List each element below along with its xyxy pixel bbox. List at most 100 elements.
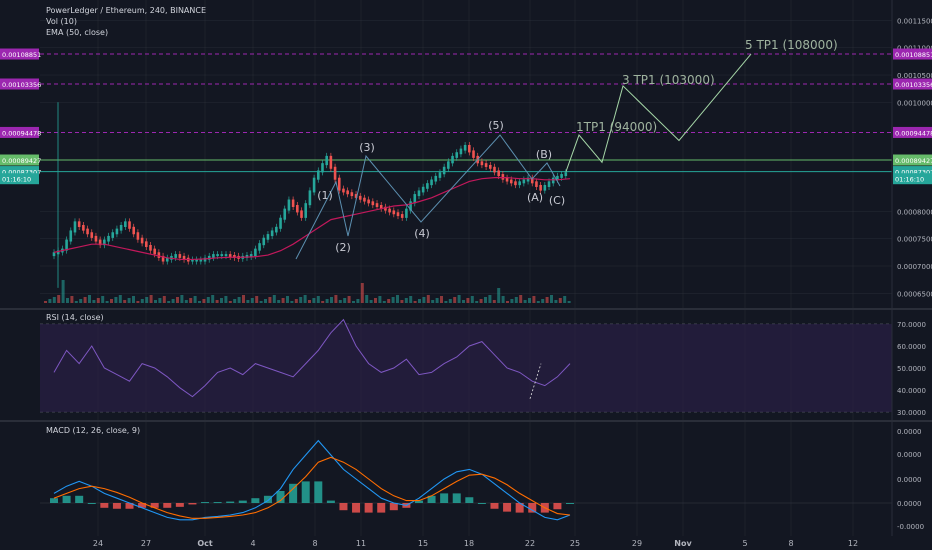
macd-hist-bar — [226, 501, 235, 503]
rsi-legend: RSI (14, close) — [46, 313, 104, 322]
candle-body — [564, 172, 568, 177]
candle-body — [207, 255, 211, 260]
volume-bar — [255, 296, 259, 303]
candle-body — [547, 181, 551, 187]
candle-body — [530, 177, 534, 184]
wave-label: (1) — [317, 189, 333, 202]
volume-bar — [224, 296, 228, 303]
volume-bar — [418, 299, 421, 303]
volume-bar — [545, 297, 549, 303]
candle-body — [279, 217, 282, 229]
time-tick-label: 18 — [464, 539, 474, 548]
macd-hist-bar — [100, 503, 109, 508]
macd-hist-bar — [377, 503, 386, 513]
volume-bar — [523, 300, 527, 303]
candle-body — [560, 174, 563, 178]
macd-hist-bar — [138, 503, 147, 508]
candle-body — [434, 175, 438, 182]
volume-bar — [303, 295, 307, 303]
time-tick-label: 27 — [141, 539, 151, 548]
macd-hist-bar — [490, 503, 499, 509]
wave-label: 3 TP1 (103000) — [622, 73, 715, 87]
time-tick-label: 8 — [788, 539, 793, 548]
candle-body — [421, 186, 425, 193]
candle-body — [296, 204, 299, 213]
candle-body — [522, 179, 526, 184]
signal-line — [53, 456, 571, 519]
candle-body — [144, 241, 148, 247]
candle-body — [103, 239, 106, 246]
candle-body — [346, 190, 349, 195]
candle-body — [191, 259, 194, 262]
volume-bar — [88, 295, 91, 303]
volume-bar — [176, 297, 179, 303]
volume-bar — [198, 301, 201, 303]
candle-body — [132, 226, 136, 235]
time-tick-label: 8 — [312, 539, 317, 548]
candle-body — [430, 179, 433, 186]
macd-tick-label: -0.0000 — [897, 523, 924, 531]
volume-bar — [510, 299, 514, 303]
price-tag-label: 0.00103356 — [2, 81, 41, 89]
price-tag-box — [893, 154, 932, 166]
wave-path — [295, 134, 561, 260]
macd-hist-bar — [87, 503, 96, 504]
volume-bar — [325, 299, 329, 303]
candles — [52, 102, 568, 288]
volume-bar — [145, 297, 149, 303]
macd-series — [40, 439, 892, 521]
volume-bar — [501, 296, 505, 303]
candle-body — [77, 221, 81, 227]
price-tick-label: 0.00075000 — [897, 236, 932, 244]
candle-body — [539, 184, 542, 191]
price-tag-label: 0.00094478 — [2, 129, 41, 137]
time-tick-label: Oct — [197, 539, 213, 548]
candle-body — [107, 235, 110, 242]
volume-bar — [365, 295, 369, 303]
volume-bar — [83, 297, 87, 303]
volume-bar — [400, 300, 404, 303]
volume-bar — [264, 299, 267, 303]
volume-bar — [52, 297, 56, 303]
price-tick-label: 0.00080000 — [897, 208, 932, 216]
candle-body — [455, 152, 459, 158]
volume-bar — [96, 298, 100, 303]
volume-bar — [136, 301, 140, 303]
candle-body — [69, 230, 73, 242]
macd-hist-bar — [213, 502, 222, 504]
candle-body — [375, 203, 379, 207]
rsi-tick-label: 40.0000 — [897, 387, 926, 395]
volume-bar — [563, 296, 567, 303]
volume-bar — [250, 298, 254, 303]
macd-hist-bar — [477, 503, 486, 504]
candle-body — [195, 259, 198, 262]
macd-hist-bar — [414, 500, 423, 503]
wave-label: (3) — [359, 141, 375, 154]
price-tick-label: 0.00115000 — [897, 17, 932, 25]
candle-body — [182, 255, 186, 260]
time-tick-label: 5 — [742, 539, 747, 548]
volume-bar — [215, 300, 219, 303]
price-tick-label: 0.00100000 — [897, 99, 932, 107]
ema-line — [53, 177, 571, 261]
wave-label: (5) — [488, 119, 504, 132]
candle-body — [304, 203, 308, 218]
volume-bar — [272, 295, 276, 303]
candle-body — [98, 239, 102, 246]
price-tag-box — [0, 126, 39, 138]
candle-body — [543, 184, 547, 191]
volume-bar — [149, 295, 153, 303]
candle-body — [161, 255, 165, 262]
volume-bar — [61, 280, 65, 303]
macd-hist-bar — [566, 503, 574, 504]
volume-bar — [391, 297, 395, 303]
candle-body — [329, 155, 333, 169]
volume-bar — [308, 300, 311, 303]
volume-bar — [369, 300, 373, 303]
price-tag-box — [893, 166, 932, 178]
volume-bar — [462, 300, 465, 303]
candle-body — [312, 177, 316, 193]
volume-bar — [541, 299, 545, 303]
candle-body — [270, 230, 274, 237]
price-tag-box — [893, 126, 932, 138]
